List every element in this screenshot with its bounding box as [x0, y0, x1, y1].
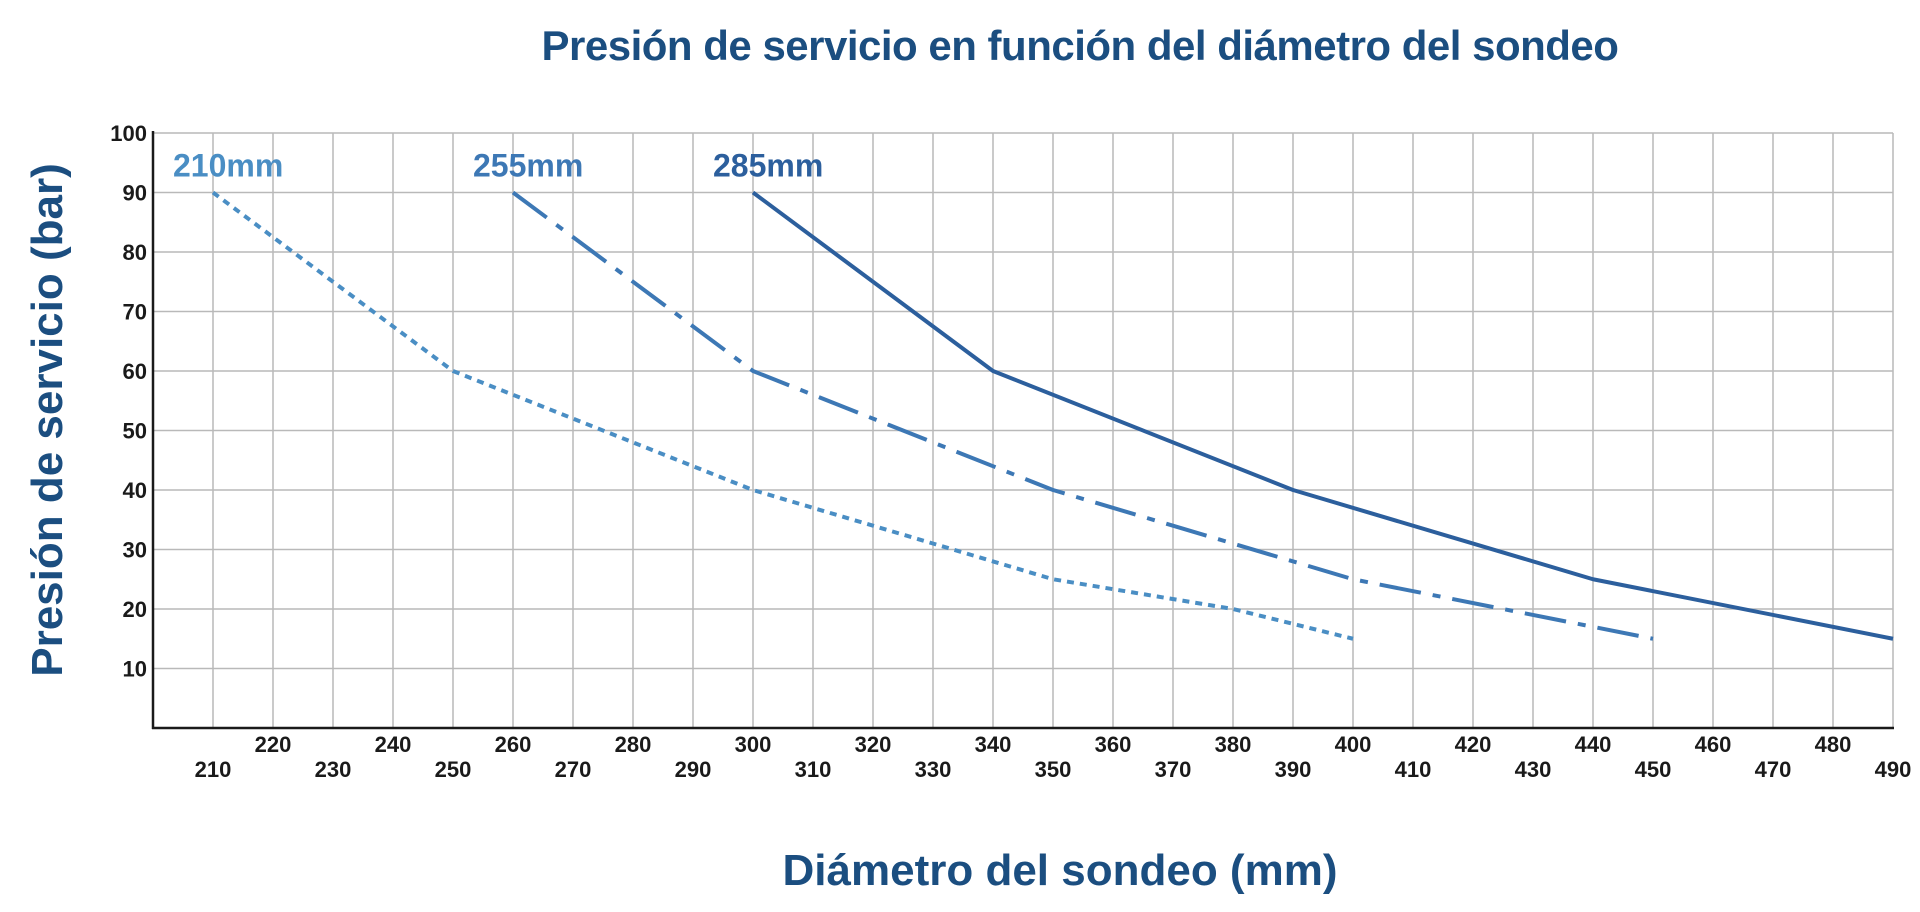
x-tick-label-400: 400	[1335, 732, 1372, 757]
x-tick-label-410: 410	[1395, 757, 1432, 782]
y-tick-label-40: 40	[123, 478, 147, 503]
x-tick-label-380: 380	[1215, 732, 1252, 757]
x-tick-label-240: 240	[375, 732, 412, 757]
series-line-285mm	[751, 190, 1894, 641]
x-tick-label-350: 350	[1035, 757, 1072, 782]
x-tick-label-270: 270	[555, 757, 592, 782]
x-tick-label-460: 460	[1695, 732, 1732, 757]
series-label-285mm: 285mm	[713, 148, 823, 184]
x-tick-label-290: 290	[675, 757, 712, 782]
x-tick-label-230: 230	[315, 757, 352, 782]
x-tick-label-280: 280	[615, 732, 652, 757]
y-tick-label-70: 70	[123, 300, 147, 325]
series-label-255mm: 255mm	[473, 148, 583, 184]
x-tick-label-490: 490	[1875, 757, 1912, 782]
x-tick-label-220: 220	[255, 732, 292, 757]
x-tick-label-440: 440	[1575, 732, 1612, 757]
x-tick-label-310: 310	[795, 757, 832, 782]
x-tick-label-420: 420	[1455, 732, 1492, 757]
x-tick-label-390: 390	[1275, 757, 1312, 782]
x-axis-title: Diámetro del sondeo (mm)	[782, 846, 1338, 895]
x-tick-label-480: 480	[1815, 732, 1852, 757]
x-tick-label-210: 210	[195, 757, 232, 782]
y-tick-label-80: 80	[123, 240, 147, 265]
series-line-210mm	[211, 190, 1354, 641]
x-tick-label-300: 300	[735, 732, 772, 757]
x-tick-label-320: 320	[855, 732, 892, 757]
x-tick-label-470: 470	[1755, 757, 1792, 782]
y-tick-label-10: 10	[123, 657, 147, 682]
y-tick-label-30: 30	[123, 538, 147, 563]
y-tick-label-100: 100	[110, 121, 147, 146]
y-tick-label-60: 60	[123, 359, 147, 384]
y-tick-label-20: 20	[123, 597, 147, 622]
x-tick-label-250: 250	[435, 757, 472, 782]
x-tick-label-430: 430	[1515, 757, 1552, 782]
x-tick-label-370: 370	[1155, 757, 1192, 782]
y-tick-label-90: 90	[123, 181, 147, 206]
x-tick-label-450: 450	[1635, 757, 1672, 782]
series-label-210mm: 210mm	[173, 148, 283, 184]
x-tick-label-330: 330	[915, 757, 952, 782]
chart-title: Presión de servicio en función del diáme…	[541, 22, 1619, 69]
y-tick-label-50: 50	[123, 419, 147, 444]
x-tick-label-260: 260	[495, 732, 532, 757]
x-tick-label-340: 340	[975, 732, 1012, 757]
x-tick-label-360: 360	[1095, 732, 1132, 757]
series-line-255mm	[511, 190, 1654, 641]
